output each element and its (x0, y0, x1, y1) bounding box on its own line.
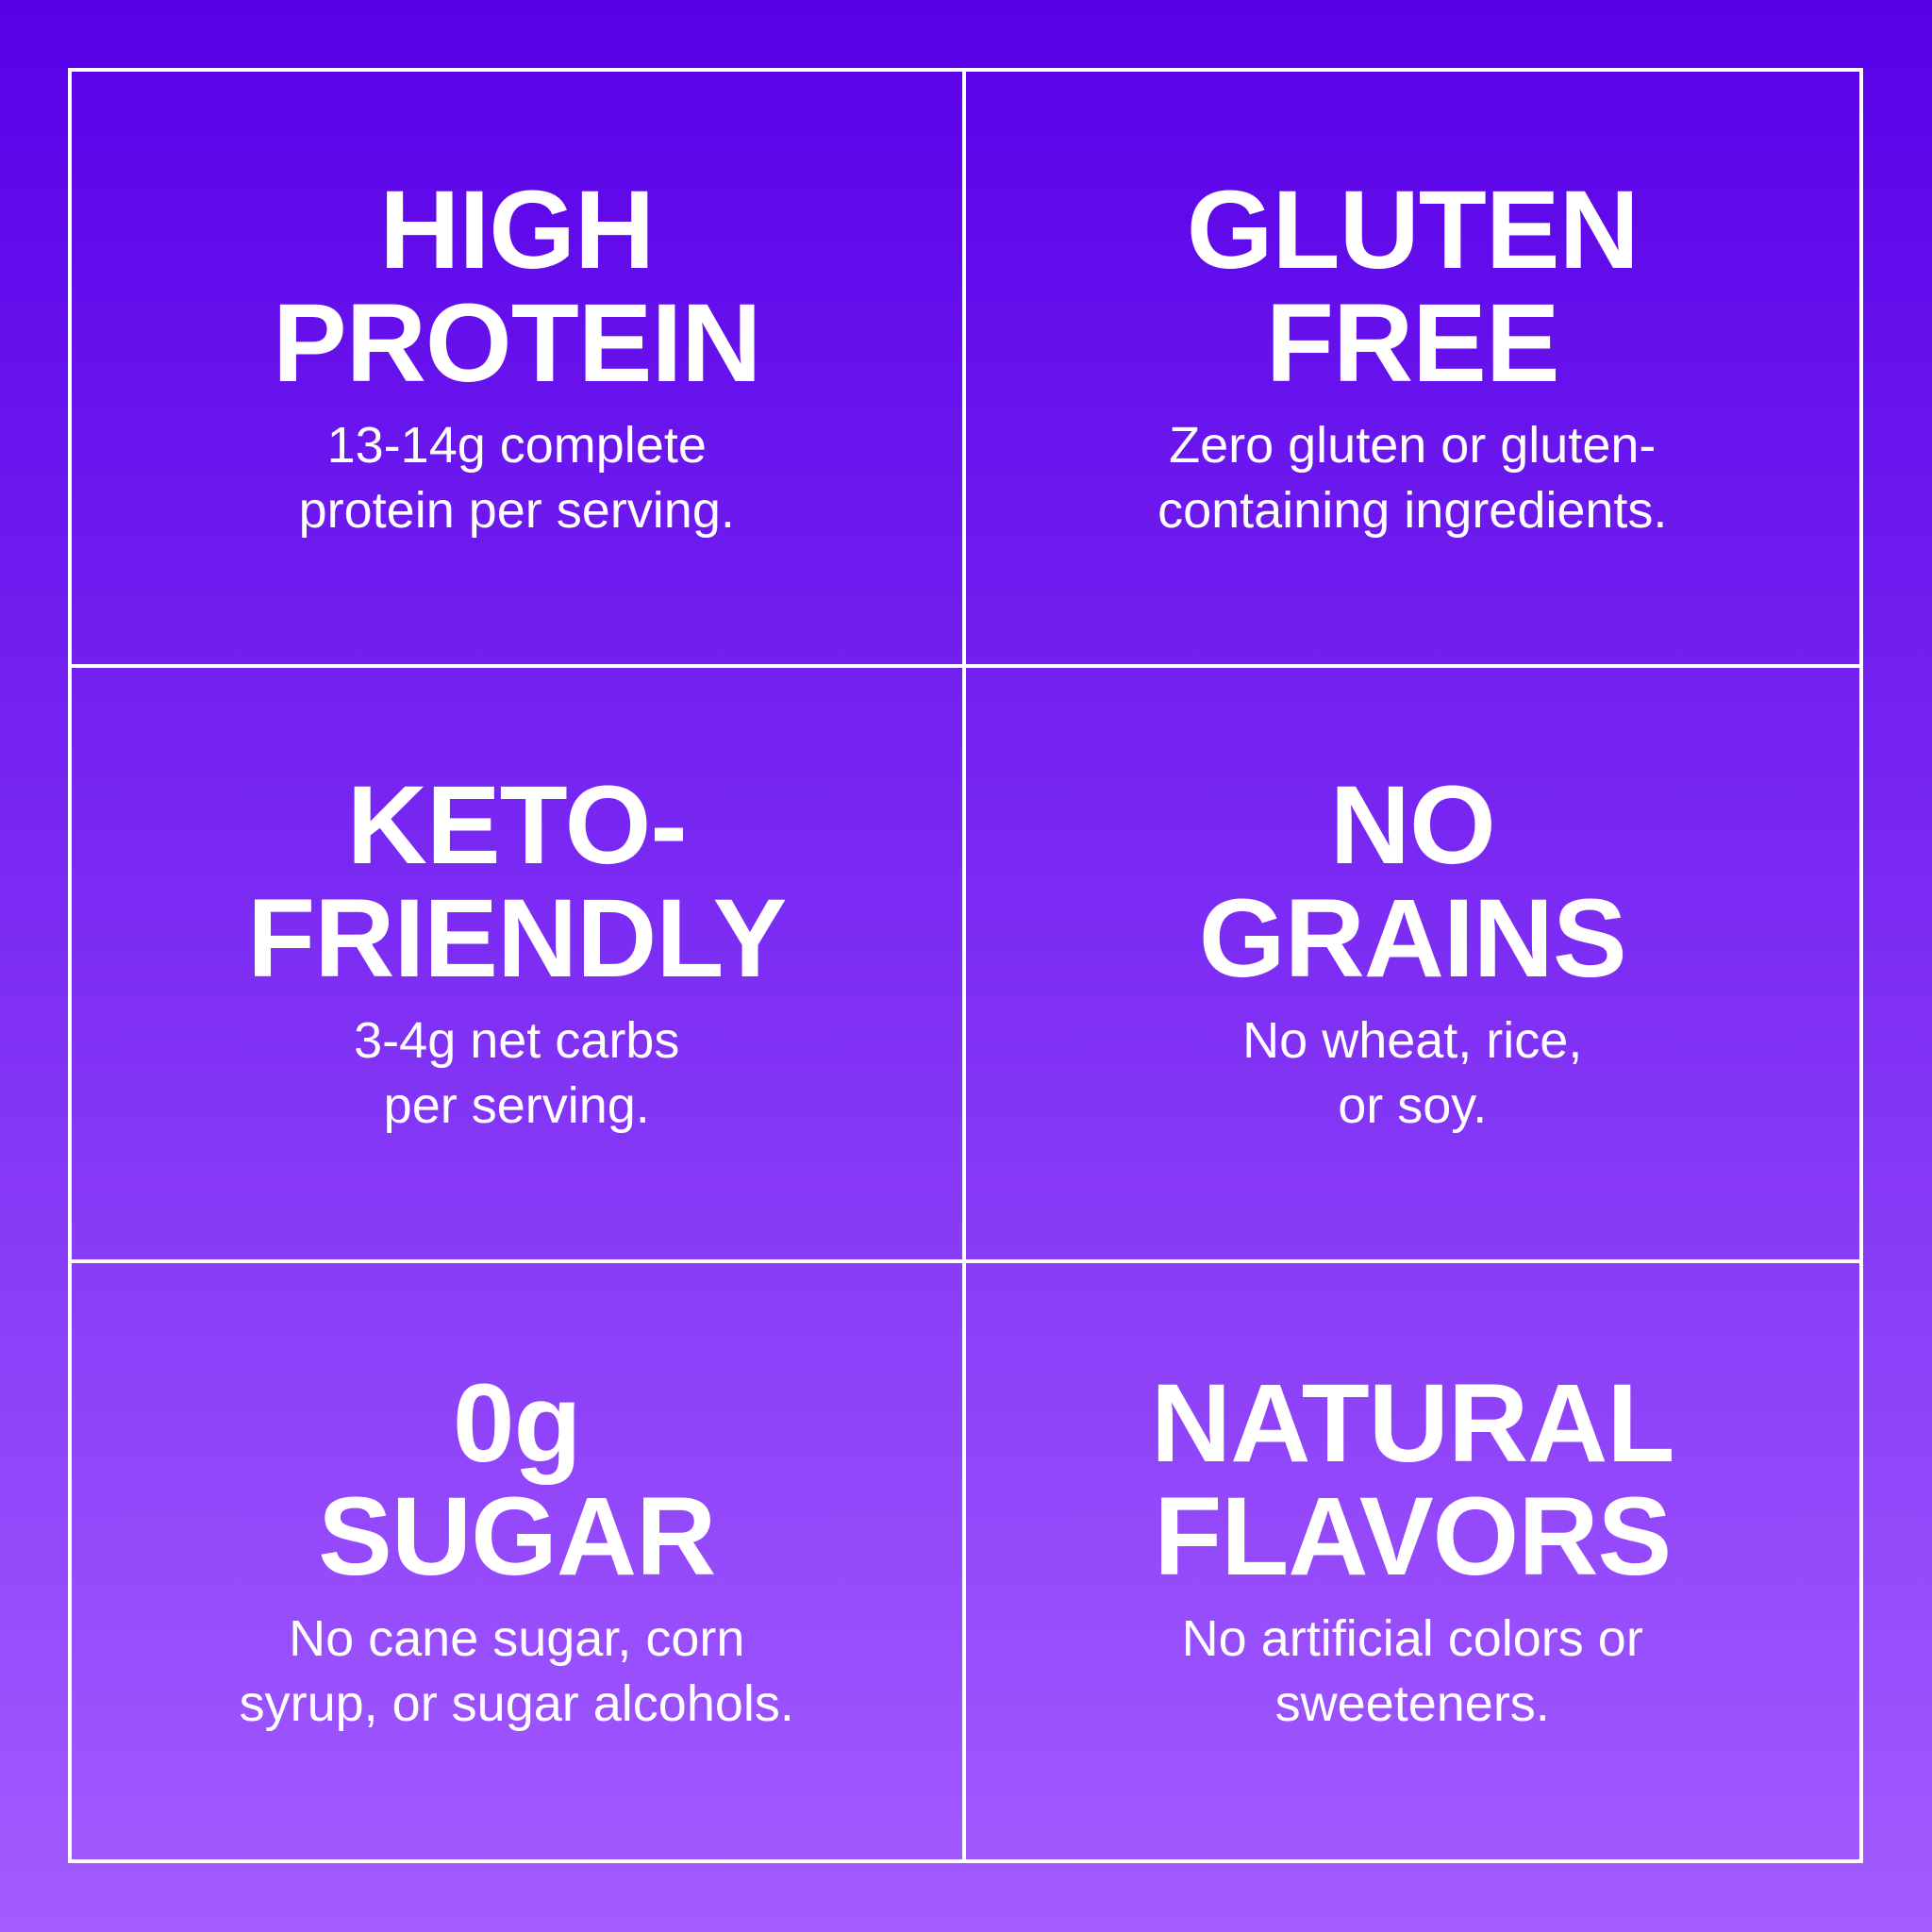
feature-title: NATURAL FLAVORS (1151, 1361, 1674, 1600)
feature-gluten-free: GLUTEN FREE Zero gluten or gluten- conta… (965, 72, 1859, 668)
feature-description: No artificial colors or sweeteners. (1181, 1610, 1643, 1733)
feature-title: HIGH PROTEIN (273, 167, 761, 406)
feature-description: Zero gluten or gluten- containing ingred… (1158, 416, 1668, 539)
feature-grid: HIGH PROTEIN 13-14g complete protein per… (68, 68, 1863, 1863)
feature-title: GLUTEN FREE (1186, 167, 1640, 406)
feature-description: 13-14g complete protein per serving. (298, 416, 735, 539)
feature-description: No cane sugar, corn syrup, or sugar alco… (239, 1610, 794, 1733)
feature-title: NO GRAINS (1198, 763, 1627, 1002)
feature-title: KETO- FRIENDLY (247, 763, 787, 1002)
feature-no-grains: NO GRAINS No wheat, rice, or soy. (965, 668, 1859, 1264)
feature-zero-sugar: 0g SUGAR No cane sugar, corn syrup, or s… (72, 1263, 966, 1859)
feature-description: 3-4g net carbs per serving. (354, 1012, 680, 1135)
feature-keto-friendly: KETO- FRIENDLY 3-4g net carbs per servin… (72, 667, 966, 1264)
feature-natural-flavors: NATURAL FLAVORS No artificial colors or … (966, 1263, 1860, 1859)
feature-title: 0g SUGAR (318, 1361, 716, 1600)
feature-high-protein: HIGH PROTEIN 13-14g complete protein per… (72, 72, 966, 668)
feature-description: No wheat, rice, or soy. (1242, 1012, 1583, 1135)
